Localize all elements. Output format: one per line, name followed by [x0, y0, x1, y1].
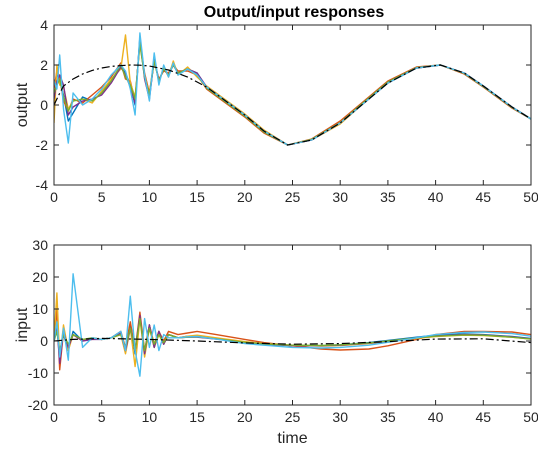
y-tick-label: 20	[32, 269, 48, 285]
series-line-5	[54, 317, 531, 352]
x-tick-label: 45	[476, 189, 492, 205]
x-tick-label: 45	[476, 409, 492, 425]
x-tick-label: 20	[237, 409, 253, 425]
reference-line	[54, 64, 531, 146]
y-tick-label: -2	[36, 137, 49, 153]
input-axes: 0 5 10 15 20 25 30 35 40 45 50 -20 -10 0 10 20 30 input ti…	[14, 237, 538, 447]
x-tick-label: 40	[428, 409, 444, 425]
y-tick-label: 30	[32, 237, 48, 253]
x-tick-label: 25	[285, 409, 301, 425]
x-tick-label: 15	[189, 409, 205, 425]
y-tick-label: 0	[40, 97, 48, 113]
x-tick-label: 35	[380, 409, 396, 425]
x-tick-label: 30	[332, 189, 348, 205]
x-tick-label: 5	[98, 409, 106, 425]
figure-title: Output/input responses	[204, 4, 385, 21]
y-tick-label: 10	[32, 301, 48, 317]
x-tick-label: 40	[428, 189, 444, 205]
x-tick-label: 0	[50, 189, 58, 205]
x-tick-label: 50	[523, 409, 538, 425]
x-tick-label: 25	[285, 189, 301, 205]
x-tick-label: 10	[142, 409, 158, 425]
x-tick-label: 30	[332, 409, 348, 425]
series-line-6	[54, 273, 531, 377]
reference-line	[54, 337, 531, 345]
x-tick-label: 5	[98, 189, 106, 205]
plot-area	[54, 273, 531, 377]
y-tick-label: 0	[40, 333, 48, 349]
x-tick-label: 20	[237, 189, 253, 205]
x-tick-label: 50	[523, 189, 538, 205]
x-tick-label: 0	[50, 409, 58, 425]
y-tick-label: 2	[40, 57, 48, 73]
y-tick-label: -4	[36, 177, 49, 193]
x-axis-label: time	[277, 430, 307, 447]
y-tick-label: 4	[40, 17, 48, 33]
x-tick-label: 10	[142, 189, 158, 205]
x-tick-label: 15	[189, 189, 205, 205]
x-tick-label: 35	[380, 189, 396, 205]
y-tick-label: -20	[28, 397, 48, 413]
plot-area	[54, 32, 531, 146]
y-axis-label: input	[14, 307, 31, 342]
y-tick-label: -10	[28, 365, 48, 381]
output-axes: 0 5 10 15 20 25 30 35 40 45 50 -4 -2 0 2 4 output	[14, 17, 538, 205]
y-axis-label: output	[14, 82, 31, 127]
